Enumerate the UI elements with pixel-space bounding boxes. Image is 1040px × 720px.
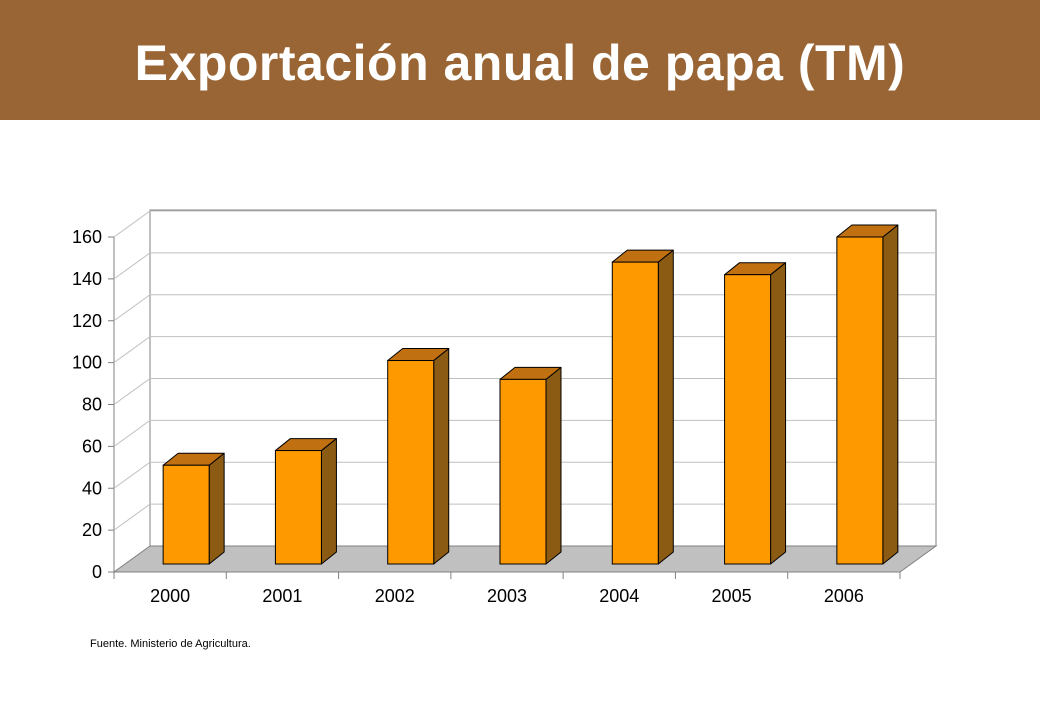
y-tick-label: 40: [82, 478, 102, 498]
bar-side: [770, 262, 787, 565]
gridline: [113, 252, 936, 280]
x-tick-label: 2003: [487, 586, 527, 606]
gridline: [113, 419, 936, 447]
x-tick-label: 2006: [824, 586, 864, 606]
bar-front: [724, 274, 772, 565]
gridline: [113, 378, 936, 405]
y-tick-label: 80: [82, 395, 102, 415]
x-tick-label: 2005: [712, 586, 752, 606]
gridline: [113, 461, 936, 489]
page-title: Exportación anual de papa (TM): [134, 35, 906, 91]
bar-side: [208, 452, 225, 565]
bar-2003: [499, 366, 562, 565]
bar-front: [499, 378, 547, 565]
x-tick-label: 2000: [150, 586, 190, 606]
bar-2004: [611, 249, 674, 565]
gridline: [113, 294, 936, 322]
y-tick-label: 120: [72, 311, 102, 331]
gridline: [113, 210, 936, 238]
bar-2006: [836, 224, 899, 565]
bar-front: [274, 450, 322, 565]
bar-2002: [387, 348, 450, 565]
bar-front: [611, 261, 659, 565]
bar-2001: [274, 438, 337, 565]
y-tick-label: 140: [72, 269, 102, 289]
bar-side: [320, 438, 337, 565]
gridline: [113, 336, 936, 364]
y-tick-label: 100: [72, 353, 102, 373]
bar-front: [387, 360, 435, 565]
bar-front: [836, 236, 884, 565]
bar-side: [882, 224, 899, 565]
y-tick-label: 20: [82, 520, 102, 540]
bar-2000: [162, 452, 225, 565]
y-tick-label: 0: [92, 562, 102, 582]
y-tick-label: 160: [72, 227, 102, 247]
title-banner: Exportación anual de papa (TM): [0, 0, 1040, 120]
x-tick-label: 2004: [599, 586, 639, 606]
bar-2005: [724, 262, 787, 565]
x-tick-label: 2002: [375, 586, 415, 606]
bar-side: [545, 366, 562, 565]
source-note: Fuente. Ministerio de Agricultura.: [90, 638, 251, 650]
bar-front: [162, 464, 210, 565]
gridline: [113, 503, 936, 531]
bar-side: [657, 249, 674, 565]
x-tick-label: 2001: [262, 586, 302, 606]
bar-side: [433, 348, 450, 565]
y-tick-label: 60: [82, 436, 102, 456]
